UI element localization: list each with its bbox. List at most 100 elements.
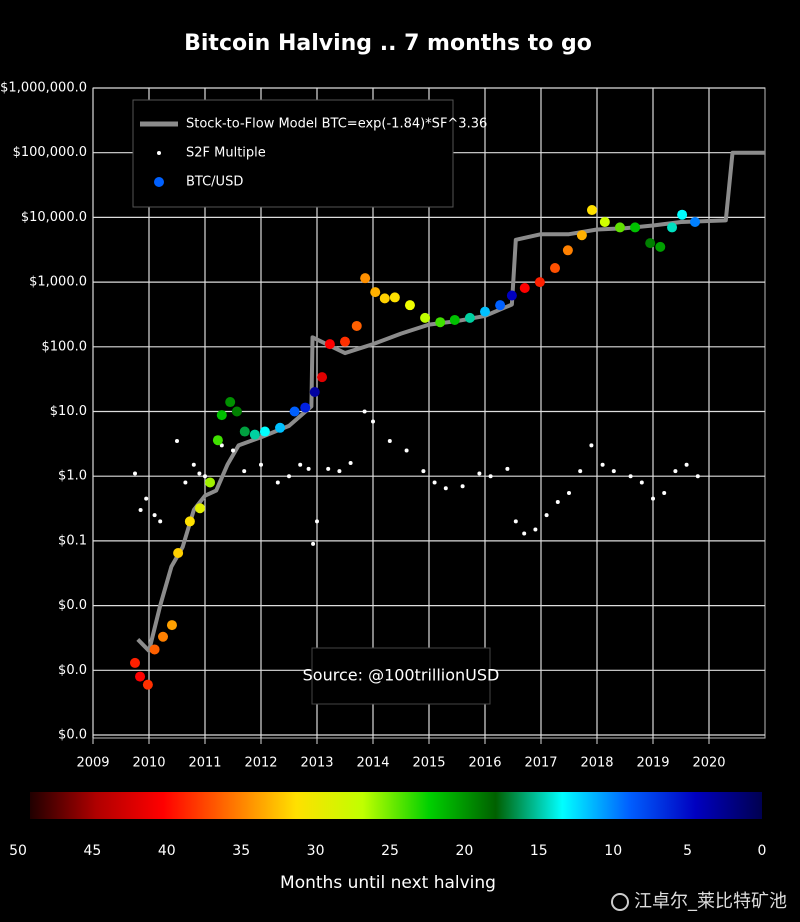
point — [420, 312, 431, 323]
colorbar-tick-label: 50 — [9, 843, 27, 859]
point — [259, 462, 263, 467]
point — [667, 222, 678, 233]
x-tick-label: 2010 — [132, 756, 165, 771]
legend-box — [132, 99, 454, 208]
point — [175, 438, 179, 443]
point — [144, 496, 149, 501]
point — [480, 306, 490, 317]
point — [311, 541, 316, 546]
point — [152, 513, 157, 518]
x-tick-label: 2009 — [76, 756, 109, 771]
point — [513, 519, 518, 524]
legend-swatch — [154, 177, 164, 187]
point — [611, 469, 616, 474]
colorbar-tick-label: 0 — [758, 843, 767, 859]
point — [464, 312, 475, 323]
point — [298, 462, 303, 467]
y-tick-label: $10.0 — [50, 404, 87, 419]
point — [133, 471, 137, 476]
legend-label: Stock-to-Flow Model BTC=exp(-1.84)*SF^3.… — [186, 117, 487, 132]
x-tick-label: 2017 — [524, 756, 557, 771]
colorbar-tick-label: 5 — [683, 843, 692, 859]
point — [138, 508, 143, 513]
point — [231, 448, 235, 453]
annotation-box — [311, 647, 491, 705]
point — [275, 422, 286, 433]
y-tick-label: $0.0 — [58, 728, 87, 743]
point — [389, 292, 400, 303]
point — [275, 480, 280, 485]
point — [166, 620, 177, 631]
point — [578, 469, 583, 474]
point — [421, 469, 426, 474]
colorbar-tick-label: 45 — [83, 843, 101, 859]
point — [225, 397, 236, 408]
colorbar-tick-label: 40 — [158, 843, 176, 859]
point — [599, 216, 610, 227]
point — [533, 527, 538, 532]
point — [130, 657, 140, 668]
point — [203, 474, 207, 479]
point — [435, 317, 446, 328]
point — [315, 519, 319, 524]
point — [239, 426, 250, 437]
point — [662, 490, 667, 495]
annotation: Source: @100trillionUSD — [303, 666, 500, 685]
point — [259, 426, 270, 437]
point — [306, 466, 311, 471]
point — [242, 469, 247, 474]
legend-label: S2F Multiple — [186, 146, 266, 161]
colorbar-tick-label: 10 — [604, 843, 622, 859]
point — [495, 300, 506, 311]
point — [197, 471, 202, 476]
point — [191, 462, 196, 467]
point — [362, 409, 367, 414]
point — [219, 443, 224, 448]
x-tick-label: 2015 — [412, 756, 445, 771]
point — [586, 205, 597, 216]
point — [677, 209, 688, 220]
point — [404, 448, 409, 453]
model-line — [136, 150, 765, 653]
y-tick-label: $1.0 — [58, 469, 87, 484]
colorbar-tick-label: 30 — [307, 843, 325, 859]
point — [477, 471, 482, 476]
point — [544, 513, 549, 518]
point — [317, 372, 328, 383]
point — [289, 406, 300, 417]
point — [158, 631, 168, 642]
point — [630, 222, 641, 233]
colorbar-tick-label: 35 — [232, 843, 250, 859]
point — [555, 499, 560, 504]
x-tick-label: 2011 — [188, 756, 221, 771]
point — [348, 460, 353, 465]
x-tick-label: 2019 — [636, 756, 669, 771]
point — [135, 671, 146, 682]
y-tick-label: $1,000.0 — [29, 275, 87, 290]
y-tick-label: $0.0 — [58, 663, 87, 678]
point — [149, 644, 160, 655]
y-tick-label: $1,000,000.0 — [0, 81, 87, 96]
point — [287, 474, 291, 479]
point — [194, 503, 205, 514]
point — [443, 486, 448, 491]
x-tick-label: 2020 — [692, 756, 725, 771]
point — [505, 466, 510, 471]
x-tick-label: 2013 — [300, 756, 333, 771]
point — [337, 469, 342, 474]
colorbar-label: Months until next halving — [280, 873, 496, 893]
point — [589, 443, 594, 448]
x-tick-label: 2016 — [468, 756, 501, 771]
point — [645, 238, 656, 249]
y-tick-label: $100.0 — [42, 339, 88, 354]
colorbar — [30, 792, 762, 819]
colorbar-tick-label: 25 — [381, 843, 399, 859]
point — [460, 484, 465, 489]
point — [340, 336, 350, 347]
point — [695, 474, 700, 479]
x-tick-label: 2014 — [356, 756, 389, 771]
point — [173, 548, 184, 559]
point — [387, 438, 392, 443]
point — [326, 466, 331, 471]
